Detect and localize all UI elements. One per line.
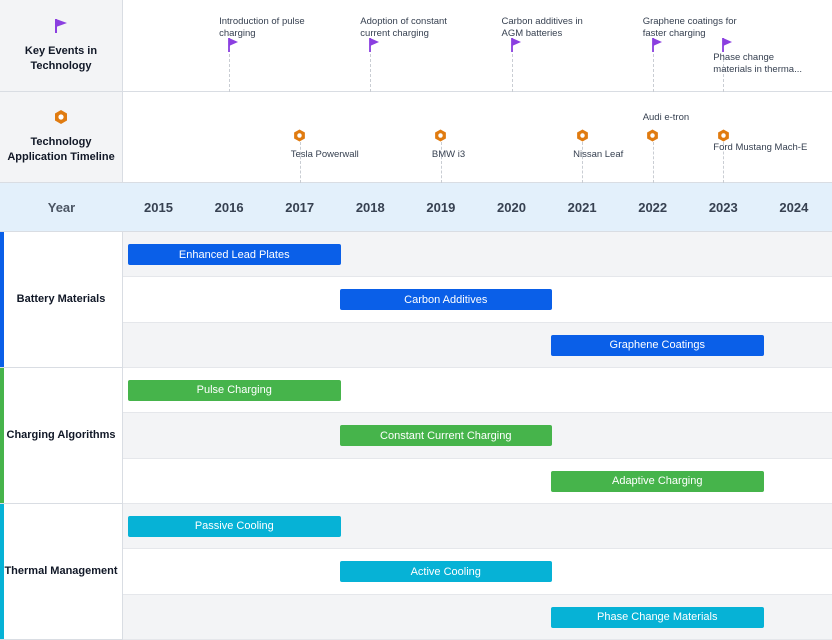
year-label-2015: 2015 <box>129 183 189 232</box>
application-guide-line <box>653 142 654 183</box>
key-events-label-cell: Key Events in Technology <box>0 0 123 91</box>
year-label-2019: 2019 <box>411 183 471 232</box>
application-label-bmw-i3: BMW i3 <box>432 149 465 161</box>
event-label-adoption-of-constant-current-charging: Adoption of constant current charging <box>360 16 460 40</box>
flag-icon <box>53 18 69 34</box>
group-accent-bar <box>0 368 4 503</box>
group-name: Battery Materials <box>17 293 106 305</box>
event-flag-icon <box>368 38 380 52</box>
year-label-2018: 2018 <box>340 183 400 232</box>
task-bar-adaptive-charging: Adaptive Charging <box>551 471 764 492</box>
task-bar-passive-cooling: Passive Cooling <box>128 516 341 537</box>
event-flag-icon <box>510 38 522 52</box>
task-bar-phase-change-materials: Phase Change Materials <box>551 607 764 628</box>
task-bar-graphene-coatings: Graphene Coatings <box>551 335 764 356</box>
application-hexagon-icon <box>576 129 589 142</box>
applications-title: Technology Application Timeline <box>0 135 122 165</box>
application-label-tesla-powerwall: Tesla Powerwall <box>291 149 359 161</box>
event-flag-icon <box>721 38 733 52</box>
group-label-thermal-management: Thermal Management <box>0 504 123 640</box>
application-hexagon-icon <box>434 129 447 142</box>
key-events-band: Key Events in Technology Introduction of… <box>0 0 832 92</box>
application-hexagon-icon <box>646 129 659 142</box>
task-bar-constant-current-charging: Constant Current Charging <box>340 425 553 446</box>
applications-label-cell: Technology Application Timeline <box>0 92 123 182</box>
group-label-charging-algorithms: Charging Algorithms <box>0 368 123 504</box>
application-label-audi-e-tron: Audi e-tron <box>643 112 689 124</box>
year-label-2020: 2020 <box>482 183 542 232</box>
key-events-title: Key Events in Technology <box>0 44 122 74</box>
group-name: Charging Algorithms <box>7 429 116 441</box>
group-accent-bar <box>0 504 4 639</box>
event-label-carbon-additives-in-agm-batteries: Carbon additives in AGM batteries <box>502 16 602 40</box>
year-column-header: Year <box>0 183 123 232</box>
year-label-2017: 2017 <box>270 183 330 232</box>
applications-band: Technology Application Timeline Tesla Po… <box>0 92 832 183</box>
hexagon-icon <box>53 109 69 125</box>
year-label-2024: 2024 <box>764 183 824 232</box>
application-label-nissan-leaf: Nissan Leaf <box>573 149 623 161</box>
event-label-introduction-of-pulse-charging: Introduction of pulse charging <box>219 16 319 40</box>
year-label-2016: 2016 <box>199 183 259 232</box>
year-label-2022: 2022 <box>623 183 683 232</box>
group-name: Thermal Management <box>4 565 117 577</box>
application-hexagon-icon <box>717 129 730 142</box>
group-label-battery-materials: Battery Materials <box>0 232 123 368</box>
year-label-2021: 2021 <box>552 183 612 232</box>
task-bar-enhanced-lead-plates: Enhanced Lead Plates <box>128 244 341 265</box>
event-flag-icon <box>651 38 663 52</box>
task-bar-pulse-charging: Pulse Charging <box>128 380 341 401</box>
task-bar-carbon-additives: Carbon Additives <box>340 289 553 310</box>
event-label-phase-change-materials-in-therma: Phase change materials in therma... <box>713 52 813 76</box>
event-label-graphene-coatings-for-faster-charging: Graphene coatings for faster charging <box>643 16 743 40</box>
application-hexagon-icon <box>293 129 306 142</box>
group-accent-bar <box>0 232 4 367</box>
application-label-ford-mustang-mach-e: Ford Mustang Mach-E <box>713 142 809 154</box>
task-bar-active-cooling: Active Cooling <box>340 561 553 582</box>
event-flag-icon <box>227 38 239 52</box>
year-header-row: Year 20152016201720182019202020212022202… <box>0 183 832 232</box>
year-label-2023: 2023 <box>693 183 753 232</box>
